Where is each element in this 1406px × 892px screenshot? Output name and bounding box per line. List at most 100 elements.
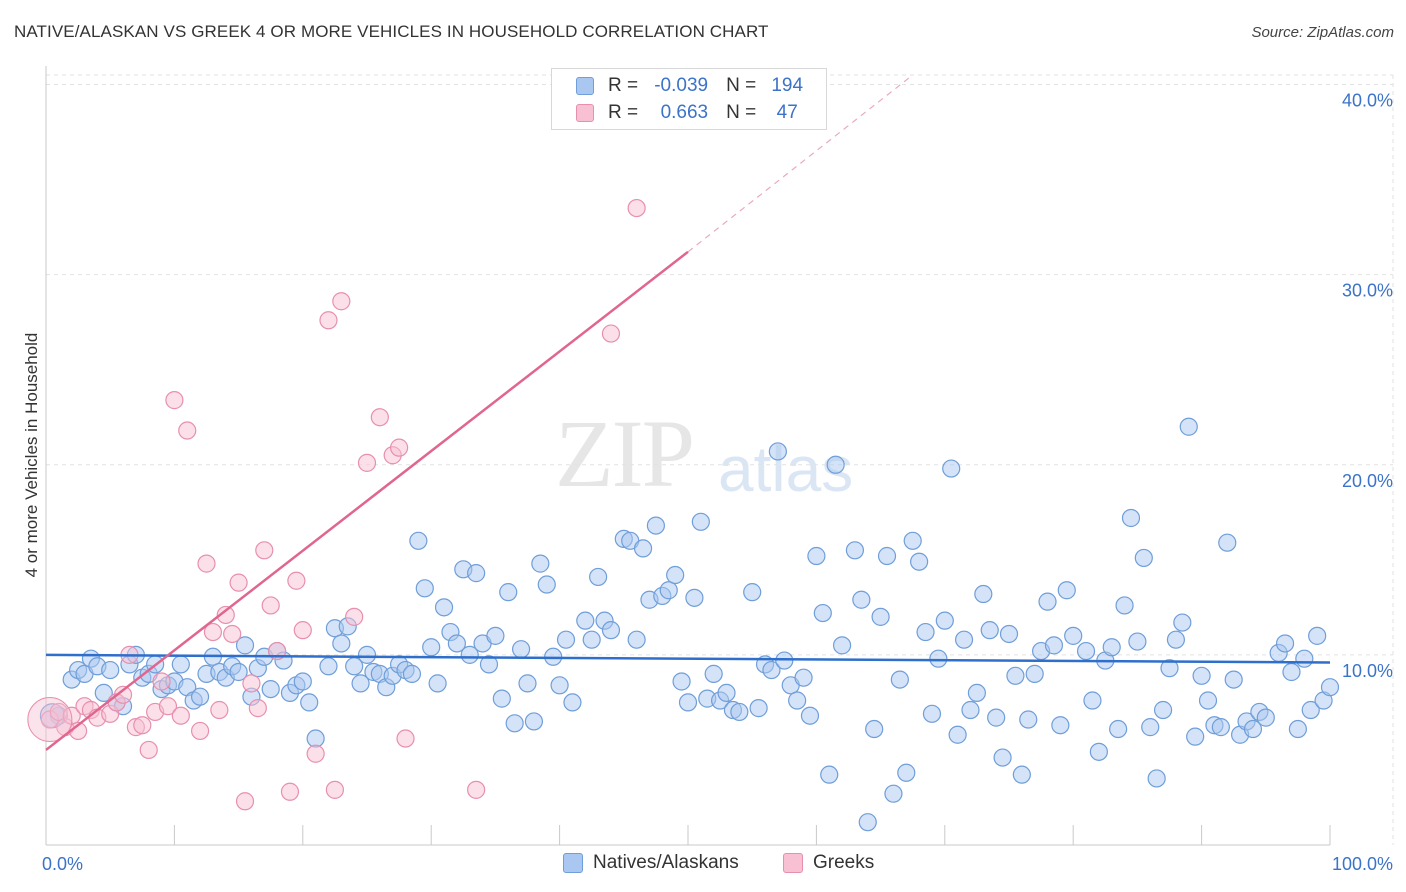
data-point-natives — [422, 638, 441, 657]
data-point-natives — [190, 687, 210, 706]
legend-label-greeks: Greeks — [813, 852, 875, 873]
data-point-natives — [1173, 613, 1192, 632]
data-point-natives — [646, 516, 666, 535]
data-point-natives — [1057, 581, 1076, 600]
series-greeks — [27, 198, 646, 811]
data-point-natives — [1115, 596, 1134, 615]
data-point-greeks — [133, 716, 152, 735]
data-point-natives — [1019, 710, 1038, 729]
data-point-natives — [935, 611, 954, 630]
data-point-natives — [800, 706, 820, 725]
data-point-natives — [685, 588, 704, 607]
data-point-natives — [332, 634, 351, 653]
data-point-natives — [877, 546, 897, 566]
data-point-natives — [762, 660, 781, 680]
data-point-natives — [447, 634, 466, 653]
data-point-natives — [1064, 626, 1083, 645]
data-point-natives — [1256, 708, 1275, 727]
data-point-natives — [890, 670, 909, 689]
n-label: N = — [726, 75, 757, 96]
data-point-natives — [1102, 638, 1121, 657]
data-point-natives — [319, 657, 338, 676]
data-point-natives — [749, 699, 768, 718]
data-point-greeks — [601, 324, 621, 343]
r-label: R = — [608, 102, 639, 123]
data-point-natives — [492, 689, 511, 708]
data-point-natives — [929, 649, 948, 668]
data-point-natives — [659, 581, 678, 600]
data-point-natives — [351, 674, 370, 693]
data-point-natives — [999, 624, 1019, 644]
y-axis-label: 4 or more Vehicles in Household — [22, 332, 41, 578]
data-point-natives — [1186, 727, 1205, 746]
data-point-natives — [518, 674, 537, 693]
data-point-natives — [486, 626, 505, 645]
data-point-natives — [1275, 634, 1295, 653]
data-point-natives — [357, 645, 377, 664]
blue-swatch-icon — [563, 853, 583, 873]
data-point-natives — [1166, 630, 1186, 649]
data-point-natives — [743, 583, 762, 602]
data-point-natives — [1288, 719, 1308, 739]
trend-line-greeks-extension — [687, 74, 914, 253]
legend-label-natives: Natives/Alaskans — [593, 852, 739, 873]
blue-swatch-icon — [576, 77, 594, 95]
series-natives-alaskans — [39, 417, 1340, 832]
data-point-natives — [1295, 649, 1314, 668]
data-point-greeks — [235, 792, 255, 811]
data-point-natives — [974, 584, 993, 604]
data-point-greeks — [178, 421, 197, 440]
legend-item-greeks[interactable]: Greeks — [783, 852, 874, 874]
source-label: Source: ZipAtlas.com — [1251, 24, 1394, 41]
data-point-greeks — [306, 744, 325, 763]
data-point-greeks — [165, 391, 184, 410]
data-point-natives — [505, 714, 524, 733]
data-point-natives — [1134, 548, 1153, 568]
data-point-natives — [1160, 659, 1179, 678]
data-point-natives — [300, 693, 319, 712]
data-point-natives — [993, 748, 1012, 767]
data-point-natives — [402, 664, 422, 683]
data-point-natives — [948, 725, 967, 744]
data-point-greeks — [332, 292, 351, 311]
n-value: 47 — [776, 102, 798, 123]
data-point-natives — [832, 636, 852, 655]
y-tick-label: 30.0% — [1342, 281, 1393, 301]
data-point-natives — [460, 645, 479, 664]
data-point-natives — [582, 630, 601, 649]
data-point-greeks — [396, 729, 415, 748]
data-point-natives — [1076, 641, 1096, 661]
x-tick-label: 100.0% — [1332, 854, 1393, 874]
axes — [45, 66, 1331, 846]
data-point-natives — [171, 655, 190, 674]
data-point-natives — [1025, 664, 1044, 683]
data-point-natives — [788, 691, 807, 710]
data-point-natives — [531, 554, 550, 573]
data-point-natives — [730, 702, 749, 722]
data-point-natives — [101, 660, 120, 680]
data-point-natives — [1282, 662, 1301, 682]
data-point-natives — [1153, 700, 1173, 720]
data-point-greeks — [190, 721, 210, 741]
legend-item-natives[interactable]: Natives/Alaskans — [563, 852, 739, 874]
data-point-natives — [961, 700, 980, 720]
data-point-natives — [1044, 636, 1064, 655]
data-point-natives — [858, 813, 877, 832]
data-point-natives — [1128, 632, 1147, 651]
data-point-natives — [1320, 678, 1340, 697]
data-point-natives — [1308, 626, 1327, 645]
data-point-natives — [1141, 718, 1160, 737]
data-point-greeks — [627, 198, 646, 218]
data-point-natives — [1089, 742, 1108, 761]
data-point-natives — [601, 621, 621, 640]
data-point-natives — [1121, 508, 1141, 528]
data-point-natives — [556, 630, 576, 649]
y-tick-label: 40.0% — [1342, 91, 1393, 111]
data-point-greeks — [113, 685, 133, 704]
data-point-natives — [845, 541, 865, 560]
data-point-greeks — [319, 311, 338, 330]
data-point-natives — [293, 672, 312, 691]
data-point-natives — [903, 531, 922, 550]
correlation-legend: R = -0.039 N = 194 R = 0.663 N = 47 — [551, 68, 827, 130]
